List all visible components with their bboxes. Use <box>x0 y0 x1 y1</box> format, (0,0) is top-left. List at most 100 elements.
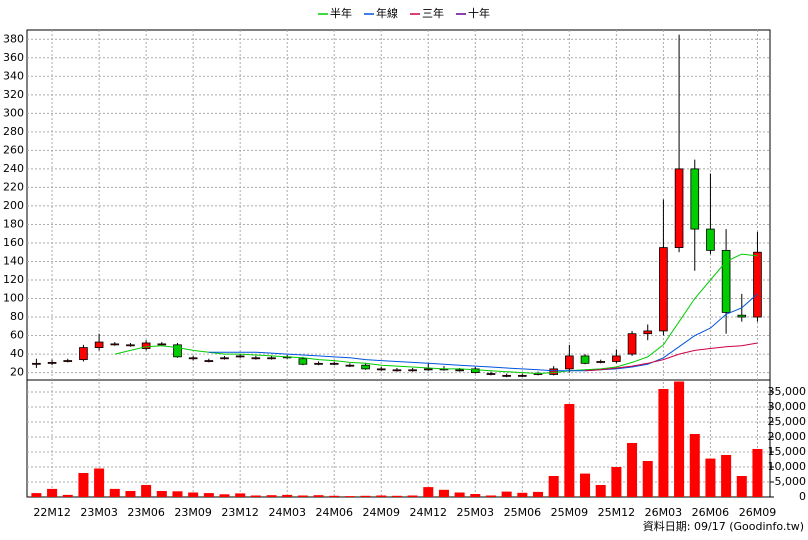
y2-tick-label: 30,000 <box>768 400 807 413</box>
x-tick-label: 23M12 <box>221 506 259 519</box>
candle-body <box>721 249 731 313</box>
candle-body <box>753 251 762 318</box>
volume-bar <box>329 495 340 497</box>
candle-body <box>612 355 621 362</box>
candle-body <box>596 361 606 363</box>
candle-body <box>502 374 511 377</box>
volume-bar <box>282 494 293 497</box>
x-tick-label: 25M09 <box>551 506 589 519</box>
candle-body <box>204 360 214 362</box>
candle-body <box>518 374 527 377</box>
volume-bar <box>172 491 183 497</box>
candle-body <box>455 369 464 372</box>
candle-body <box>94 341 104 348</box>
y2-tick-label: 10,000 <box>768 460 807 473</box>
volume-bar <box>266 495 277 497</box>
candle-body <box>486 373 496 375</box>
volume-bar <box>141 485 152 497</box>
legend-label: 三年 <box>422 6 444 20</box>
y-tick-label: 40 <box>10 347 24 360</box>
volume-bar <box>438 489 449 497</box>
candle-body <box>674 168 684 248</box>
volume-bar <box>407 495 418 497</box>
y2-tick-label: 35,000 <box>768 385 807 398</box>
ma-line <box>114 253 758 375</box>
volume-bar <box>752 449 763 497</box>
candle-body <box>251 357 261 360</box>
plot-frame <box>26 29 771 498</box>
volume-bar <box>31 493 42 497</box>
y-tick-label: 360 <box>3 51 24 64</box>
volume-bar <box>109 488 120 497</box>
volume-bar <box>344 496 355 497</box>
volume-bar <box>62 494 73 497</box>
candle-body <box>79 347 88 361</box>
ma-line <box>584 342 758 372</box>
volume-bar <box>125 491 136 497</box>
volume-bar <box>658 389 669 497</box>
volume-bar <box>376 495 387 497</box>
volume-bar <box>297 495 308 497</box>
volume-bar <box>47 488 58 497</box>
x-tick-label: 24M03 <box>268 506 306 519</box>
volume-bar <box>470 494 481 497</box>
candle-body <box>392 369 402 372</box>
candle-body <box>423 368 433 371</box>
y2-tick-label: 20,000 <box>768 430 807 443</box>
y2-tick-label: 25,000 <box>768 415 807 428</box>
volume-bar <box>188 492 199 497</box>
volume-bar <box>580 473 591 497</box>
candle-body <box>361 364 370 370</box>
volume-bar <box>532 491 544 497</box>
candle-body <box>157 343 167 346</box>
y-tick-label: 320 <box>3 88 24 101</box>
legend-label: 十年 <box>468 6 490 20</box>
y-tick-label: 260 <box>3 143 24 156</box>
volume-bar <box>642 461 653 497</box>
candle-body <box>470 368 480 373</box>
y-tick-label: 180 <box>3 217 24 230</box>
y2-tick-label: 0 <box>799 490 806 503</box>
candle-body <box>706 228 715 251</box>
volume-bar <box>611 467 622 497</box>
y-tick-label: 240 <box>3 162 24 175</box>
y-tick-label: 60 <box>10 329 24 342</box>
volume-bar <box>689 434 700 497</box>
volume-bar <box>94 468 105 497</box>
candle-body <box>235 355 245 358</box>
x-tick-label: 26M03 <box>645 506 683 519</box>
candle-body <box>298 358 308 365</box>
candle-body <box>627 333 637 355</box>
candle-body <box>408 369 417 372</box>
candle-body <box>141 342 151 349</box>
volume-bar <box>548 476 559 497</box>
volume-bar <box>454 492 465 497</box>
x-tick-label: 24M06 <box>315 506 353 519</box>
legend-label: 半年 <box>330 6 352 20</box>
volume-bar <box>391 495 402 497</box>
x-tick-label: 23M03 <box>80 506 118 519</box>
volume-bar <box>203 493 214 497</box>
candle-body <box>376 368 386 371</box>
y-tick-label: 20 <box>10 366 24 379</box>
y2-tick-label: 5,000 <box>775 475 807 488</box>
y-tick-label: 120 <box>3 273 24 286</box>
candle-body <box>329 362 339 365</box>
volume-bar <box>423 487 434 497</box>
volume-bar <box>501 491 512 497</box>
y-tick-label: 200 <box>3 199 24 212</box>
candle-body <box>565 355 574 370</box>
volume-bar <box>517 492 528 497</box>
x-tick-label: 25M12 <box>598 506 636 519</box>
volume-bar <box>235 493 246 497</box>
x-tick-label: 23M09 <box>174 506 212 519</box>
ma-line <box>208 293 758 372</box>
candle-body <box>47 362 57 364</box>
volume-bar <box>485 495 496 497</box>
y-tick-label: 80 <box>10 310 24 323</box>
candle-body <box>173 344 182 358</box>
x-tick-label: 22M12 <box>33 506 71 519</box>
y-tick-label: 380 <box>3 32 24 45</box>
volume-bar <box>360 495 371 497</box>
